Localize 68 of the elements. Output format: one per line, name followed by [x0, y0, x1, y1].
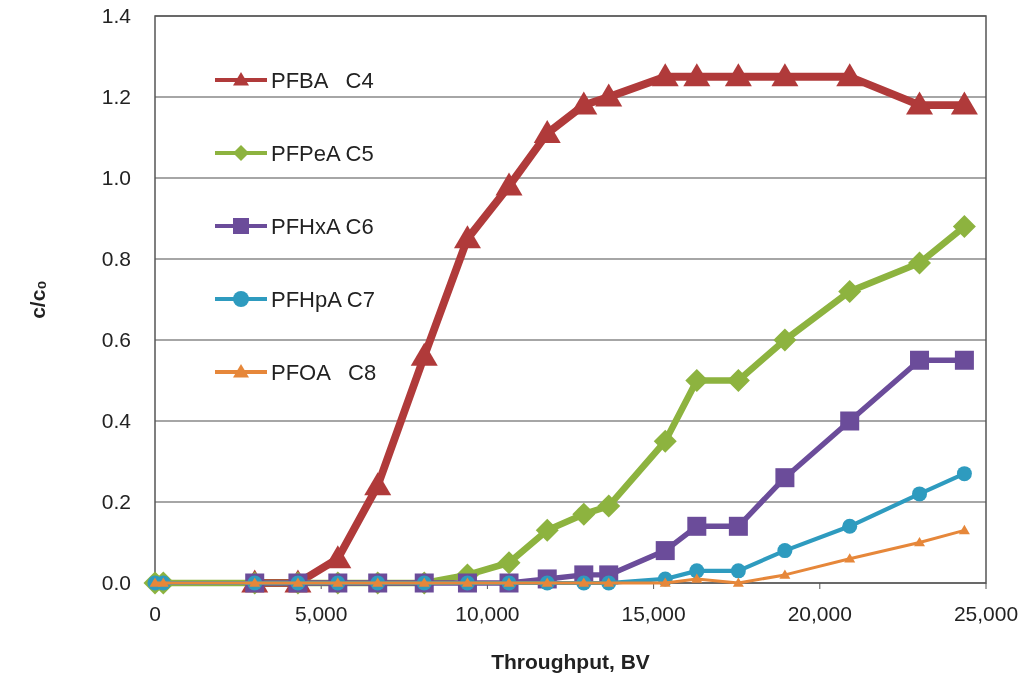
x-tick-label: 0 [149, 602, 161, 625]
point [842, 518, 858, 534]
point [497, 551, 521, 575]
legend-label: PFPeA C5 [271, 141, 374, 166]
point [535, 518, 559, 542]
point [691, 573, 703, 583]
point [572, 502, 596, 526]
y-tick-label: 0.0 [101, 571, 131, 594]
point [651, 63, 679, 87]
point [578, 577, 590, 587]
point [836, 63, 864, 87]
point [910, 350, 930, 370]
legend-label: PFBA C4 [271, 68, 374, 93]
x-axis-title: Throughput, BV [491, 650, 650, 673]
point [771, 63, 799, 87]
x-tick-label: 15,000 [621, 602, 686, 625]
x-tick-label: 5,000 [294, 602, 348, 625]
point [838, 279, 862, 303]
point [779, 569, 791, 579]
x-tick-label: 10,000 [455, 602, 520, 625]
point [364, 472, 392, 496]
point [775, 468, 795, 488]
point [777, 543, 793, 559]
point [533, 119, 561, 143]
point [603, 577, 615, 587]
point [954, 350, 974, 370]
y-tick-label: 1.4 [101, 4, 132, 27]
point [410, 342, 438, 366]
point [689, 563, 705, 579]
point [773, 328, 797, 352]
point [726, 369, 750, 392]
y-tick-label: 1.0 [101, 166, 131, 189]
point [732, 577, 744, 587]
y-tick-label: 0.6 [101, 328, 131, 351]
point [908, 251, 932, 275]
point [687, 516, 707, 536]
point [950, 91, 978, 115]
y-tick-label: 0.4 [101, 409, 132, 432]
point [685, 369, 709, 392]
point [844, 553, 856, 563]
point [956, 466, 972, 482]
point [683, 63, 711, 87]
point [958, 524, 970, 535]
point [453, 225, 481, 249]
legend-label: PFHpA C7 [271, 287, 375, 312]
y-axis-title: c/c₀ [26, 280, 49, 319]
point [724, 63, 752, 87]
point [730, 563, 746, 579]
point [570, 91, 598, 115]
x-tick-label: 20,000 [787, 602, 852, 625]
point [914, 537, 926, 547]
point [495, 172, 523, 196]
legend-label: PFHxA C6 [271, 214, 374, 239]
point [595, 83, 623, 107]
point [655, 541, 675, 561]
point [597, 494, 621, 518]
point [653, 429, 677, 453]
legend-label: PFOA C8 [271, 360, 377, 385]
point [912, 486, 928, 502]
point [906, 91, 934, 115]
y-tick-label: 0.8 [101, 247, 131, 270]
point [952, 215, 976, 239]
x-tick-label: 25,000 [953, 602, 1019, 625]
y-tick-label: 0.2 [101, 490, 131, 513]
point [728, 516, 748, 536]
point [840, 411, 860, 431]
point [659, 577, 671, 587]
y-tick-label: 1.2 [101, 85, 131, 108]
